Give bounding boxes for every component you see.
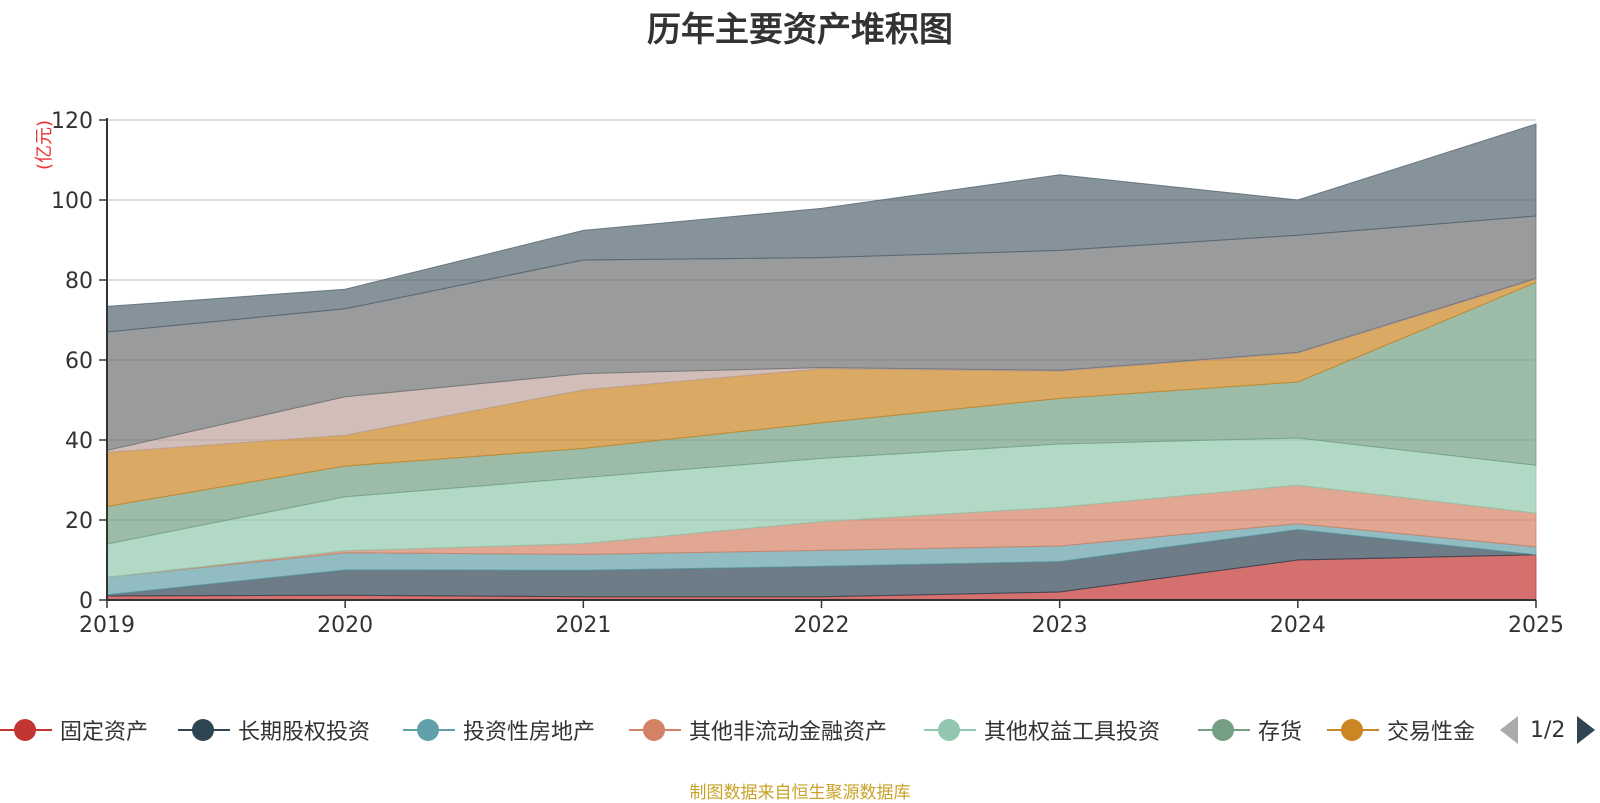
x-tick-label: 2021 xyxy=(555,613,611,638)
legend-item[interactable]: 固定资产 xyxy=(0,712,148,748)
y-axis-unit-label: (亿元) xyxy=(34,120,55,170)
y-tick-label: 120 xyxy=(51,109,93,134)
y-tick-label: 40 xyxy=(65,429,93,454)
source-note: 制图数据来自恒生聚源数据库 xyxy=(689,783,911,803)
legend-marker-icon xyxy=(1327,712,1379,748)
y-tick-label: 0 xyxy=(79,589,93,614)
stacked-area-chart: 0 20 40 60 80 100 120 2019 2020 2021 2022 2023 2024 2… xyxy=(34,109,1564,638)
x-tick-label: 2020 xyxy=(317,613,373,638)
legend-label: 其他非流动金融资产 xyxy=(689,720,888,745)
legend: 1/2 固定资产 长期股权投资 投资性房地产 其他非流动金融资产 其他权益工具投资 存货 交… xyxy=(0,712,1600,748)
y-tick-label: 100 xyxy=(51,189,93,214)
legend-label: 投资性房地产 xyxy=(463,720,596,745)
legend-item[interactable]: 其他非流动金融资产 xyxy=(629,712,887,748)
legend-label: 交易性金 xyxy=(1387,720,1476,745)
y-tick-label: 80 xyxy=(65,269,93,294)
x-tick-label: 2019 xyxy=(79,613,135,638)
y-tick-label: 60 xyxy=(65,349,93,374)
legend-marker-icon xyxy=(1198,712,1250,748)
axes: 0 20 40 60 80 100 120 2019 2020 2021 2022 2023 2024 2… xyxy=(51,109,1564,638)
legend-label: 长期股权投资 xyxy=(238,720,371,745)
legend-marker-icon xyxy=(403,712,455,748)
x-tick-label: 2025 xyxy=(1508,613,1564,638)
legend-label: 其他权益工具投资 xyxy=(984,720,1161,745)
legend-next-icon[interactable] xyxy=(1577,716,1596,744)
legend-prev-icon[interactable] xyxy=(1500,716,1518,744)
legend-label: 固定资产 xyxy=(60,720,149,745)
legend-marker-icon xyxy=(0,712,52,748)
chart-title: 历年主要资产堆积图 xyxy=(647,10,953,50)
y-tick-label: 20 xyxy=(65,509,93,534)
legend-item[interactable]: 交易性金 xyxy=(1327,712,1475,748)
legend-page-indicator: 1/2 xyxy=(1530,717,1566,743)
legend-marker-icon xyxy=(924,712,976,748)
area-series xyxy=(106,123,1537,601)
legend-item[interactable]: 存货 xyxy=(1198,712,1302,748)
legend-item[interactable]: 长期股权投资 xyxy=(178,712,370,748)
legend-pager: 1/2 xyxy=(1500,712,1596,748)
legend-marker-icon xyxy=(178,712,230,748)
area-series-10[interactable] xyxy=(106,123,1537,333)
legend-marker-icon xyxy=(629,712,681,748)
legend-label: 存货 xyxy=(1258,720,1303,745)
legend-item[interactable]: 投资性房地产 xyxy=(403,712,595,748)
x-tick-label: 2023 xyxy=(1032,613,1088,638)
x-tick-label: 2022 xyxy=(794,613,850,638)
x-tick-label: 2024 xyxy=(1270,613,1326,638)
legend-item[interactable]: 其他权益工具投资 xyxy=(924,712,1160,748)
